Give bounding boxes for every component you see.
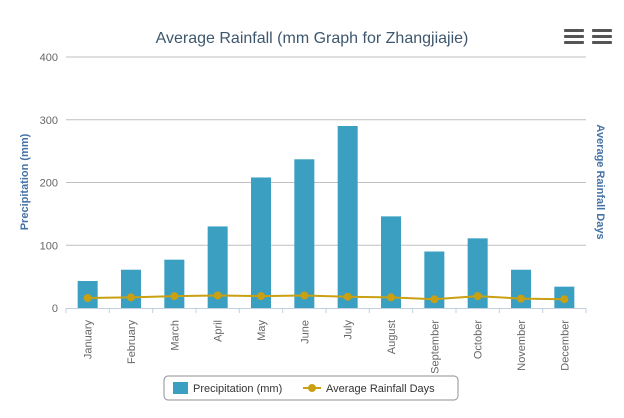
rainfall-days-point-april [213,291,222,300]
bar-series [77,126,575,309]
legend-label-line: Average Rainfall Days [326,383,435,395]
y-tick-label: 100 [40,240,58,252]
rainfall-days-point-march [170,292,179,301]
x-tick-label: May [256,320,268,341]
legend-swatch-marker [308,384,316,392]
y-axis-ticks: 0 100 200 300 400 [40,52,58,315]
bar-august [381,216,401,308]
x-tick-label: August [386,320,398,354]
legend-swatch-bars [173,382,188,394]
y-tick-label: 400 [40,52,58,64]
rainfall-days-point-august [387,293,395,302]
rainfall-days-point-november [517,294,525,303]
y-axis-label: Precipitation (mm) [19,133,31,230]
x-tick-label: October [473,320,485,359]
x-tick-label: March [169,320,181,351]
chart-menu-button-2[interactable] [592,29,612,47]
rainfall-days-point-may [257,292,265,301]
chart-title: Average Rainfall (mm Graph for Zhangjiaj… [156,30,469,47]
rainfall-days-point-july [343,292,352,301]
x-tick-label: November [516,320,528,371]
x-tick-label: September [429,320,441,374]
bar-july [337,126,358,309]
chart-menu-button-1[interactable] [564,29,584,47]
hamburger-menu-icon [564,29,584,32]
rainfall-days-point-october [473,292,482,301]
gridlines [66,56,586,246]
y-tick-label: 200 [40,178,58,190]
y-tick-label: 0 [52,303,58,315]
y-tick-label: 300 [40,115,58,127]
rainfall-days-line [87,294,565,301]
x-axis: January February March April May June July Augu… [65,308,587,374]
bar-october [467,238,488,308]
x-tick-label: January [83,320,95,360]
legend[interactable]: Precipitation (mm) Average Rainfall Days [163,375,459,401]
line-series [83,291,569,304]
bar-june [294,159,315,308]
x-tick-label: February [126,320,138,365]
x-tick-label: April [213,320,225,342]
y2-axis-label: Average Rainfall Days [594,124,606,239]
bar-may [251,177,271,308]
x-tick-label: December [559,320,571,371]
bar-april [207,226,228,308]
rainfall-days-point-june [300,291,309,300]
x-tick-label: July [343,320,355,340]
rainfall-days-point-september [430,295,439,304]
bar-september [424,251,445,308]
rainfall-days-point-december [560,295,569,304]
legend-label-bars: Precipitation (mm) [193,383,282,395]
hamburger-menu-icon [592,29,612,32]
rainfall-days-point-january [83,293,92,302]
bar-march [164,259,185,308]
x-tick-label: June [299,320,311,344]
bar-february [121,269,141,308]
rainfall-days-point-february [127,293,135,302]
